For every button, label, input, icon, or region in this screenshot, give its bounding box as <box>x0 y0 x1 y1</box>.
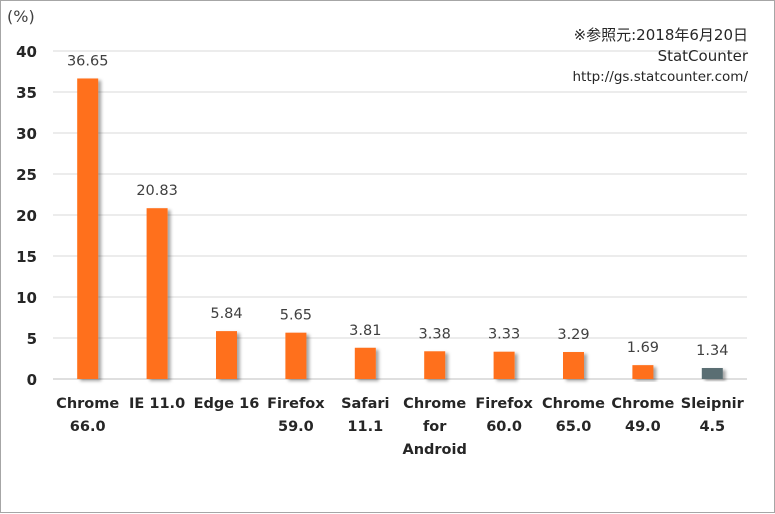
y-axis-unit-label: (%) <box>7 7 35 26</box>
value-label: 5.84 <box>210 306 242 322</box>
bar <box>285 332 307 379</box>
y-tick-label: 15 <box>16 248 37 266</box>
source-name: StatCounter <box>657 47 748 65</box>
bar <box>216 331 237 379</box>
value-label: 1.69 <box>627 340 659 356</box>
x-tick-label: Chrome 66.0 <box>56 396 120 435</box>
bars <box>77 78 723 379</box>
source-note: ※参照元:2018年6月20日 StatCounter http://gs.st… <box>572 25 748 88</box>
value-label: 3.81 <box>349 323 381 339</box>
x-tick-label: Chrome 65.0 <box>541 396 606 435</box>
value-label: 36.65 <box>67 53 109 69</box>
y-tick-label: 20 <box>16 207 37 225</box>
value-labels: 36.65 20.83 5.84 5.65 3.81 3.38 3.33 3.29 1.69 1.… <box>67 53 729 359</box>
bar <box>354 347 376 379</box>
value-label: 3.38 <box>419 326 451 342</box>
y-tick-label: 5 <box>27 330 37 348</box>
bar <box>77 78 99 379</box>
gridlines <box>53 50 747 380</box>
value-label: 3.29 <box>557 327 589 343</box>
bar <box>493 351 515 379</box>
y-tick-label: 25 <box>16 166 37 184</box>
value-label: 5.65 <box>280 308 312 324</box>
value-label: 20.83 <box>136 183 178 199</box>
y-tick-label: 40 <box>16 43 37 61</box>
x-tick-label: Sleipnir 4.5 <box>680 396 744 435</box>
y-tick-label: 0 <box>27 371 37 389</box>
x-tick-label: Chrome for Android <box>402 396 467 458</box>
x-tick-label: Chrome 49.0 <box>611 396 675 435</box>
y-axis: 0 5 10 15 20 25 30 35 40 <box>16 43 37 389</box>
value-label: 1.34 <box>696 343 728 359</box>
x-tick-label: Safari 11.1 <box>341 396 390 435</box>
bar <box>701 368 723 379</box>
y-tick-label: 10 <box>16 289 37 307</box>
x-tick-label: Edge 16 <box>193 396 260 412</box>
source-url: http://gs.statcounter.com/ <box>572 69 748 85</box>
x-tick-label: Firefox 59.0 <box>267 396 325 435</box>
y-tick-label: 35 <box>16 84 37 102</box>
value-label: 3.33 <box>488 327 520 343</box>
bar <box>563 352 584 379</box>
source-date: ※参照元:2018年6月20日 <box>573 26 748 44</box>
x-tick-label: Firefox 60.0 <box>475 396 533 435</box>
x-tick-label: IE 11.0 <box>129 396 186 412</box>
bar <box>424 351 446 379</box>
bar <box>632 365 654 379</box>
y-tick-label: 30 <box>16 125 37 143</box>
bar <box>146 208 168 379</box>
